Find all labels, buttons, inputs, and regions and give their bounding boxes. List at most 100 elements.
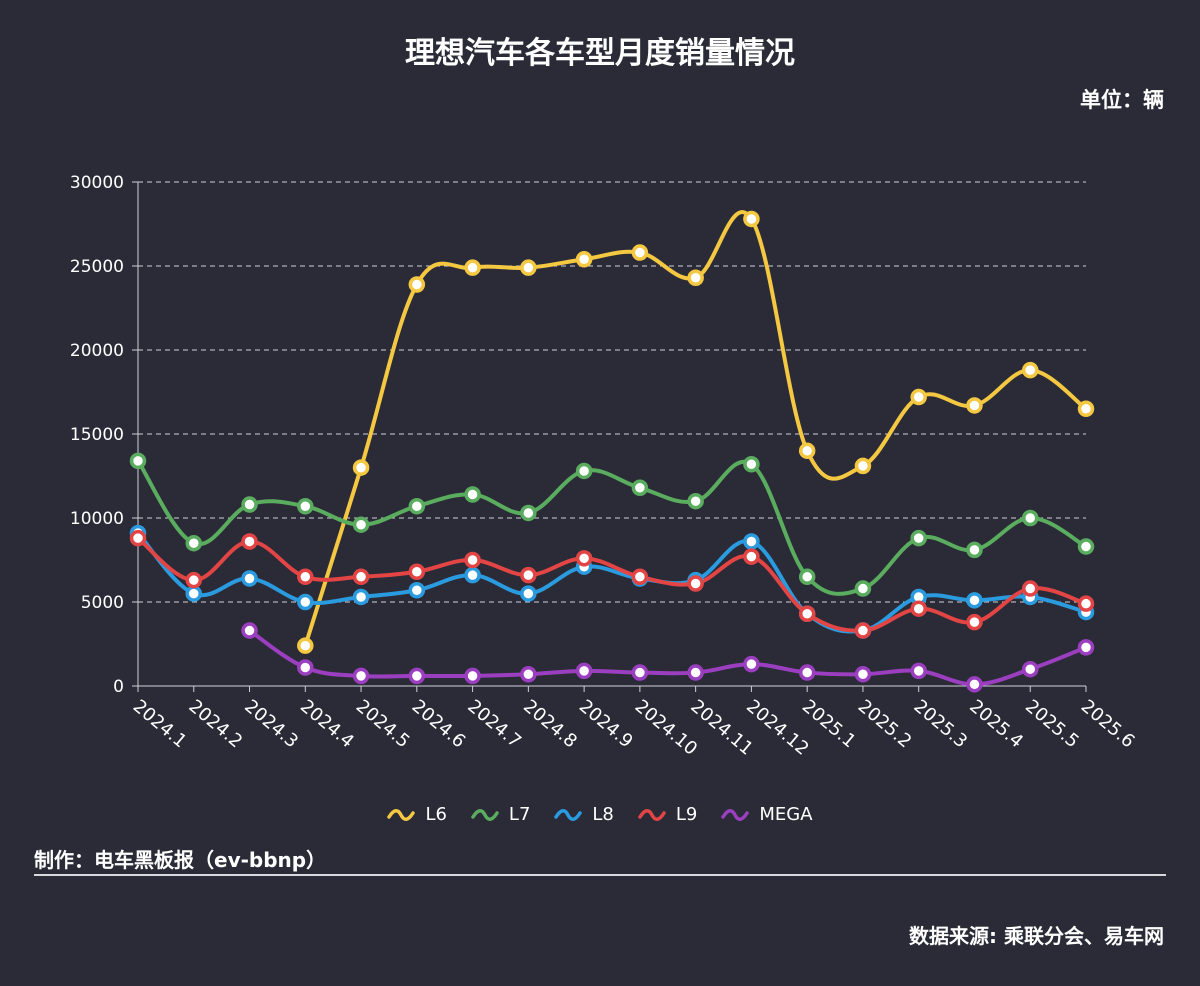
legend-swatch-icon <box>387 808 416 821</box>
series-line-mega <box>247 628 1088 687</box>
point-l8-2024.4 <box>297 593 314 611</box>
y-tick-label: 0 <box>113 677 124 697</box>
point-l7-2025.4 <box>966 541 983 559</box>
x-tick-label: 2024.1 <box>129 696 191 753</box>
point-l8-2024.7 <box>464 566 481 584</box>
point-l6-2024.5 <box>352 459 370 476</box>
chart-title: 理想汽车各车型月度销量情况 <box>405 36 795 71</box>
y-tick-label: 5000 <box>81 593 124 613</box>
point-l9-2024.10 <box>631 568 649 586</box>
point-l9-2025.2 <box>854 622 872 639</box>
point-l9-2024.12 <box>743 548 760 565</box>
point-mega-2024.7 <box>464 667 481 685</box>
point-mega-2025.6 <box>1077 639 1095 656</box>
point-mega-2025.4 <box>966 676 983 693</box>
y-tick-label: 30000 <box>70 173 124 193</box>
point-mega-2024.10 <box>631 664 649 681</box>
point-l8-2024.2 <box>185 585 203 602</box>
point-mega-2024.12 <box>743 655 760 673</box>
point-l6-2025.1 <box>798 442 816 460</box>
point-l9-2024.8 <box>520 566 537 584</box>
x-tick-label: 2024.9 <box>575 696 637 753</box>
point-l9-2024.2 <box>185 571 203 589</box>
point-l9-2024.5 <box>352 568 370 586</box>
series-markers <box>129 210 1095 693</box>
point-mega-2024.5 <box>352 667 370 685</box>
point-mega-2025.3 <box>910 662 927 680</box>
point-l9-2025.3 <box>910 600 927 617</box>
point-l6-2024.8 <box>520 259 537 276</box>
x-tick-label: 2025.2 <box>854 696 916 753</box>
point-l9-2025.5 <box>1021 580 1039 597</box>
point-l7-2025.2 <box>854 580 872 597</box>
point-mega-2024.3 <box>241 622 258 639</box>
grid-lines <box>138 181 1086 603</box>
point-mega-2024.6 <box>408 667 426 685</box>
x-tick-label: 2024.2 <box>185 696 247 753</box>
point-l7-2024.5 <box>352 516 370 533</box>
legend-label: L8 <box>592 804 614 825</box>
point-l6-2025.5 <box>1021 361 1039 379</box>
point-l6-2024.11 <box>687 269 704 287</box>
point-l9-2024.7 <box>464 551 481 569</box>
legend-item-mega[interactable]: MEGA <box>721 804 813 825</box>
point-l7-2024.6 <box>408 497 426 515</box>
y-tick-label: 15000 <box>70 425 124 445</box>
legend-swatch-icon <box>638 808 666 821</box>
point-mega-2024.11 <box>687 664 704 681</box>
point-l9-2024.11 <box>687 575 704 592</box>
legend-swatch-icon <box>471 808 499 821</box>
divider <box>34 874 1166 876</box>
legend-item-l9[interactable]: L9 <box>638 804 697 825</box>
point-l9-2024.4 <box>297 568 314 586</box>
point-l7-2024.9 <box>575 462 593 480</box>
series-lines <box>136 210 1088 687</box>
point-l9-2024.1 <box>129 529 147 547</box>
point-l8-2024.5 <box>352 588 370 606</box>
point-l6-2024.9 <box>575 251 593 268</box>
series-line-l9 <box>136 536 1088 633</box>
point-mega-2025.1 <box>798 664 816 681</box>
point-l7-2024.12 <box>743 455 760 473</box>
point-l7-2025.6 <box>1077 538 1095 555</box>
series-line-l7 <box>136 458 1088 596</box>
point-mega-2024.8 <box>520 665 537 683</box>
point-l9-2025.4 <box>966 613 983 631</box>
point-l6-2024.12 <box>743 210 760 228</box>
point-l9-2024.6 <box>408 563 426 581</box>
x-tick-label: 2025.6 <box>1077 696 1139 753</box>
point-l6-2025.6 <box>1077 400 1095 418</box>
line-chart: 0500010000150002000025000300002024.12024… <box>70 173 1139 760</box>
point-l7-2024.4 <box>297 497 314 515</box>
legend-label: L7 <box>508 804 531 825</box>
point-l8-2024.3 <box>241 570 258 587</box>
point-l7-2024.1 <box>129 452 147 470</box>
legend-swatch-icon <box>721 808 750 821</box>
point-l7-2024.8 <box>520 504 537 522</box>
point-l8-2025.4 <box>966 592 983 609</box>
point-mega-2024.4 <box>297 659 314 676</box>
point-l6-2025.4 <box>966 397 983 414</box>
data-source: 数据来源: 乘联分会、易车网 <box>909 924 1164 948</box>
point-l7-2024.2 <box>185 534 203 552</box>
point-l9-2025.1 <box>798 605 816 623</box>
legend-label: MEGA <box>759 804 813 825</box>
x-tick-label: 2024.5 <box>352 696 414 753</box>
point-l8-2024.6 <box>408 581 426 599</box>
x-tick-label: 2024.4 <box>296 696 358 753</box>
point-l9-2025.6 <box>1077 595 1095 612</box>
point-l6-2024.10 <box>631 244 649 261</box>
legend-item-l8[interactable]: L8 <box>554 804 614 825</box>
point-l7-2025.5 <box>1021 509 1039 527</box>
legend-swatch-icon <box>554 808 583 821</box>
legend-label: L6 <box>425 804 447 825</box>
legend-item-l6[interactable]: L6 <box>387 804 447 825</box>
point-l7-2024.10 <box>631 479 649 497</box>
point-l6-2024.6 <box>408 276 426 293</box>
point-l8-2024.12 <box>743 533 760 550</box>
legend-item-l7[interactable]: L7 <box>471 804 530 825</box>
point-mega-2024.9 <box>575 662 593 680</box>
point-l9-2024.3 <box>241 533 258 550</box>
x-tick-label: 2024.8 <box>519 696 581 753</box>
